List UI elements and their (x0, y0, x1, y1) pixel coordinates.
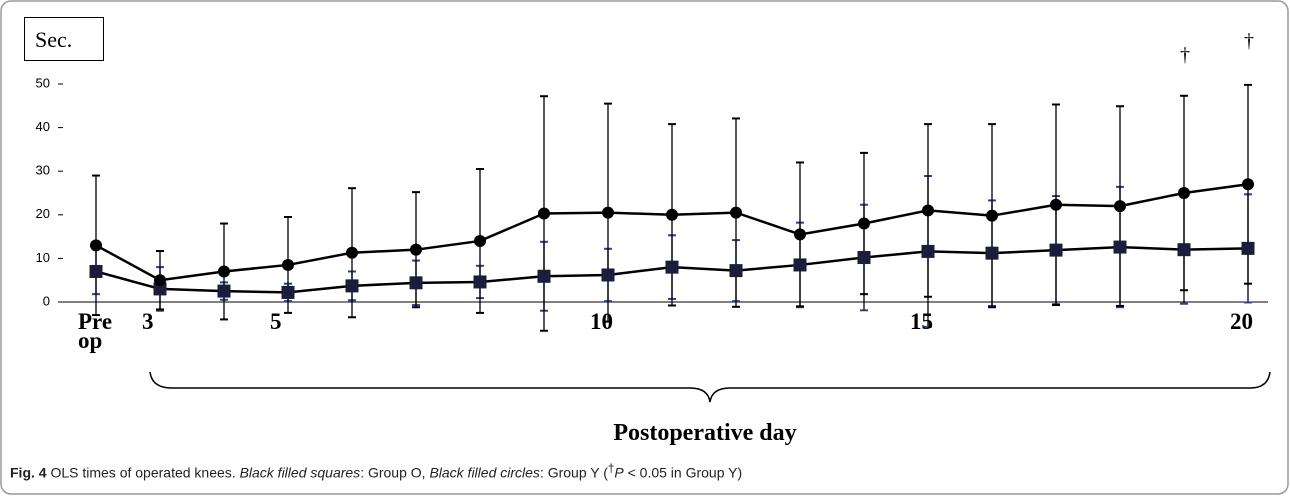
marker (538, 207, 550, 220)
caption-label: Fig. 4 (10, 464, 47, 481)
marker (665, 260, 679, 274)
marker (474, 234, 486, 247)
y-tick-label: 20 (36, 206, 50, 221)
marker (921, 244, 935, 258)
marker (794, 228, 806, 241)
brace (149, 371, 1271, 403)
marker (153, 282, 167, 296)
marker (1049, 243, 1063, 257)
marker (409, 276, 423, 290)
marker (986, 209, 998, 222)
marker (410, 243, 422, 256)
marker (1242, 178, 1254, 191)
marker (473, 275, 487, 289)
marker (1177, 243, 1191, 257)
caption-text: : Group Y ( (539, 464, 608, 481)
marker (217, 284, 231, 298)
marker (985, 246, 999, 260)
marker (730, 206, 742, 219)
x-tick-label: 3 (142, 309, 154, 334)
x-tick-label: Pre op (78, 309, 113, 353)
marker (1114, 200, 1126, 213)
y-tick-label: 10 (36, 250, 50, 265)
marker (666, 208, 678, 221)
caption: Fig. 4 OLS times of operated knees. Blac… (10, 462, 742, 481)
marker (89, 264, 103, 278)
marker (1050, 198, 1062, 211)
marker (1178, 187, 1190, 199)
x-tick-label: 20 (1230, 309, 1253, 334)
marker (602, 206, 614, 219)
y-tick-label: 40 (36, 119, 50, 134)
x-tick-label: 5 (270, 309, 282, 334)
caption-text: : Group O, (360, 464, 430, 481)
x-tick-label: 10 (590, 309, 613, 334)
y-tick-label: 30 (36, 163, 50, 178)
marker (1241, 241, 1255, 255)
marker (345, 279, 359, 293)
annotation: † (1180, 44, 1190, 66)
marker (281, 285, 295, 299)
x-tick-label: 15 (910, 309, 933, 334)
caption-text: < 0.05 in Group Y) (623, 464, 743, 481)
marker (346, 246, 358, 259)
marker (857, 251, 871, 265)
marker (858, 217, 870, 230)
x-axis-label: Postoperative day (613, 420, 797, 446)
marker (922, 204, 934, 217)
annotation: † (1244, 30, 1254, 52)
marker (282, 258, 294, 271)
marker (90, 239, 102, 252)
marker (1113, 240, 1127, 254)
caption-text: OLS times of operated knees. (46, 464, 240, 481)
caption-text: Black filled circles (429, 464, 540, 481)
marker (537, 269, 551, 283)
marker (601, 268, 615, 282)
marker (793, 258, 807, 272)
caption-text: † (607, 462, 615, 475)
marker (729, 264, 743, 278)
caption-text: Black filled squares (239, 464, 361, 481)
y-axis-label: Sec. (24, 17, 104, 61)
marker (154, 274, 166, 287)
y-tick-label: 0 (43, 293, 50, 308)
caption-text: P (614, 464, 624, 481)
y-tick-label: 50 (36, 75, 50, 90)
marker (218, 265, 230, 278)
